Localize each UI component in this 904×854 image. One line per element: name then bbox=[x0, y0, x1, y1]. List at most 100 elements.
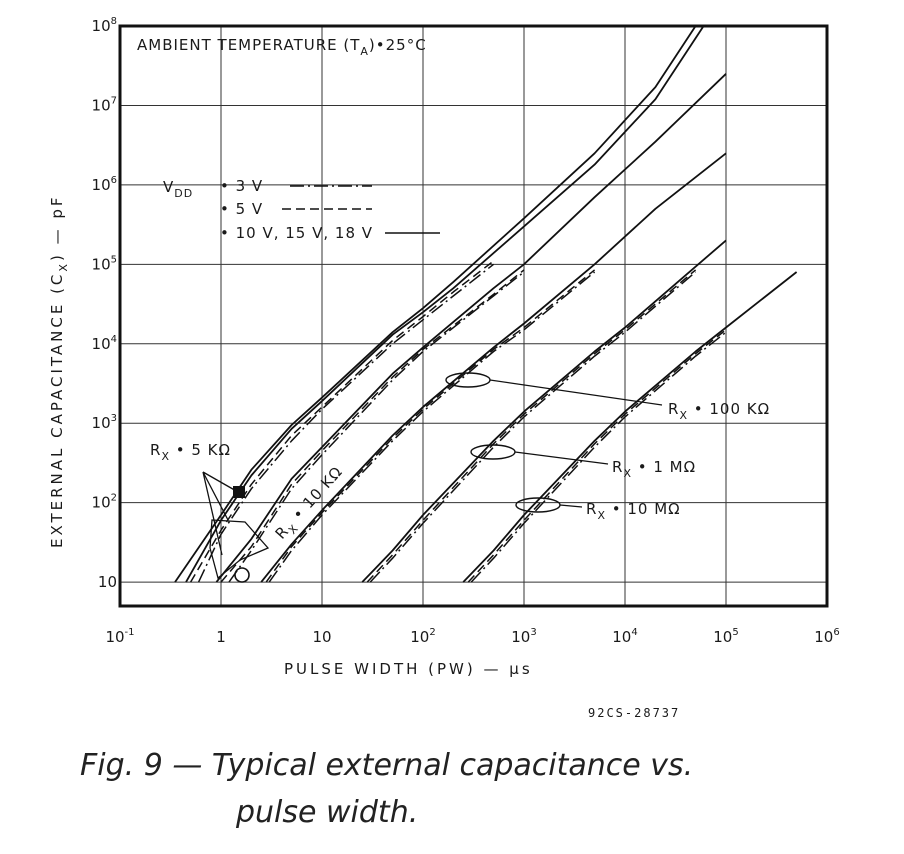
x-tick-label: 105 bbox=[713, 627, 738, 646]
curve-layer bbox=[174, 25, 798, 583]
legend-label-5v: • 5 V bbox=[220, 200, 263, 218]
legend-heading-sub: DD bbox=[174, 187, 193, 200]
curve-g1-dashed bbox=[220, 269, 525, 583]
legend: VDD • 3 V • 5 V • 10 V, 15 V, 18 V bbox=[163, 177, 440, 242]
x-tick-label: 104 bbox=[612, 627, 637, 646]
rx-5k-cluster-outline bbox=[209, 519, 270, 580]
x-tick-base: 10 bbox=[814, 628, 833, 646]
rx-1m-label-tail: • 1 MΩ bbox=[632, 458, 696, 476]
y-tick-label: 103 bbox=[92, 413, 117, 432]
figure-number: 92CS-28737 bbox=[588, 706, 680, 720]
x-tick-base: 10 bbox=[713, 628, 732, 646]
curve-g2-dash-dot bbox=[268, 271, 596, 583]
y-tick-base: 10 bbox=[92, 255, 111, 273]
y-tick-exponent: 6 bbox=[111, 175, 117, 186]
rx-100k-label-main: R bbox=[668, 400, 679, 418]
y-tick-base: 10 bbox=[92, 96, 111, 114]
group-label-rx-1m: RX • 1 MΩ bbox=[470, 444, 696, 480]
y-tick-label: 108 bbox=[92, 16, 117, 35]
y-tick-base: 10 bbox=[92, 414, 111, 432]
chart-title-tail: )•25°C bbox=[369, 36, 427, 54]
rx-100k-label-sub: X bbox=[679, 409, 688, 422]
rx-5k-label-tail: • 5 KΩ bbox=[170, 441, 231, 459]
y-tick-exponent: 4 bbox=[111, 334, 117, 345]
x-tick-base: 10 bbox=[410, 628, 429, 646]
x-tick-exponent: 3 bbox=[530, 627, 536, 638]
y-tick-label: 107 bbox=[92, 95, 117, 114]
rx-5k-label-sub: X bbox=[161, 450, 170, 463]
x-tick-exponent: 6 bbox=[833, 627, 839, 638]
y-axis-label-sub: X bbox=[57, 261, 70, 272]
x-tick-base: 10 bbox=[312, 628, 331, 646]
group-label-rx-10m: RX • 10 MΩ bbox=[515, 497, 681, 522]
rx-5k-label: RX • 5 KΩ bbox=[150, 441, 231, 463]
x-tick-label: 106 bbox=[814, 627, 839, 646]
curve-g3-dash-dot bbox=[369, 271, 697, 583]
curve-g3-solid bbox=[361, 239, 727, 583]
y-axis-label-main: EXTERNAL CAPACITANCE (C bbox=[48, 272, 66, 548]
y-tick-base: 10 bbox=[92, 494, 111, 512]
rx-5k-leader bbox=[202, 471, 239, 556]
y-axis-label-tail: ) — pF bbox=[48, 195, 66, 262]
y-tick-base: 10 bbox=[92, 335, 111, 353]
y-tick-label: 102 bbox=[92, 493, 117, 512]
curve-g4-solid bbox=[462, 271, 798, 583]
x-tick-exponent: 4 bbox=[631, 627, 637, 638]
x-tick-label: 103 bbox=[511, 627, 536, 646]
rx-1m-marker-ellipse bbox=[470, 444, 516, 460]
rx-5k-marker-circle bbox=[234, 567, 250, 583]
curve-g0-solid bbox=[185, 25, 705, 583]
chart-title-sub: A bbox=[360, 45, 369, 58]
rx-100k-marker-ellipse bbox=[445, 372, 491, 388]
y-tick-exponent: 8 bbox=[111, 16, 117, 27]
plot-frame bbox=[118, 24, 829, 608]
figure-caption-line-1: Fig. 9 — Typical external capacitance vs… bbox=[80, 748, 694, 783]
y-tick-label: 106 bbox=[92, 175, 117, 194]
rx-100k-leader bbox=[489, 379, 663, 406]
rx-10m-label-main: R bbox=[586, 500, 597, 518]
x-tick-base: 10 bbox=[612, 628, 631, 646]
x-tick-labels: 10-1 1 10 102 103 104 105 106 bbox=[105, 627, 839, 646]
legend-heading-main: V bbox=[163, 178, 174, 196]
y-tick-exponent: 7 bbox=[111, 95, 117, 106]
y-axis-label: EXTERNAL CAPACITANCE (CX) — pF bbox=[48, 195, 70, 549]
x-tick-label: 10-1 bbox=[105, 627, 134, 646]
legend-heading: VDD bbox=[163, 178, 193, 200]
curve-g4-dash-dot bbox=[470, 331, 727, 583]
x-tick-label: 1 bbox=[216, 628, 226, 646]
rx-1m-label-main: R bbox=[612, 458, 623, 476]
y-tick-exponent: 2 bbox=[111, 493, 117, 504]
rx-10m-label: RX • 10 MΩ bbox=[586, 500, 681, 522]
plot-grid bbox=[120, 26, 827, 606]
rx-1m-leader bbox=[514, 451, 609, 465]
rx-1m-label-sub: X bbox=[623, 467, 632, 480]
x-tick-exponent: 2 bbox=[429, 627, 435, 638]
curve-g4-dashed bbox=[467, 329, 727, 583]
rx-5k-marker-square bbox=[233, 486, 245, 498]
x-tick-exponent: -1 bbox=[125, 627, 135, 638]
curve-g2-solid bbox=[260, 152, 727, 583]
y-tick-exponent: 3 bbox=[111, 413, 117, 424]
curve-g2-dashed bbox=[265, 269, 596, 583]
y-tick-label: 105 bbox=[92, 254, 117, 273]
x-axis-label: PULSE WIDTH (PW) — µs bbox=[284, 660, 533, 678]
y-tick-base: 10 bbox=[98, 573, 117, 591]
legend-label-3v: • 3 V bbox=[220, 177, 263, 195]
group-label-rx-5k: RX • 5 KΩ bbox=[150, 441, 270, 583]
curve-g1-dash-dot bbox=[228, 271, 525, 583]
curve-g0-solid bbox=[174, 25, 697, 583]
y-tick-label: 104 bbox=[92, 334, 117, 353]
x-tick-label: 102 bbox=[410, 627, 435, 646]
rx-10m-label-tail: • 10 MΩ bbox=[606, 500, 681, 518]
rx-100k-label: RX • 100 KΩ bbox=[668, 400, 770, 422]
figure-caption-line-2: pulse width. bbox=[236, 795, 419, 830]
rx-10k-label: RX • 10 KΩ bbox=[272, 463, 350, 546]
rx-1m-label: RX • 1 MΩ bbox=[612, 458, 696, 480]
y-tick-base: 10 bbox=[92, 17, 111, 35]
rx-5k-label-main: R bbox=[150, 441, 161, 459]
x-tick-base: 10 bbox=[105, 628, 124, 646]
curve-g3-dashed bbox=[366, 269, 697, 583]
x-tick-exponent: 5 bbox=[732, 627, 738, 638]
rx-10m-label-sub: X bbox=[597, 509, 606, 522]
rx-10m-leader bbox=[559, 504, 583, 508]
